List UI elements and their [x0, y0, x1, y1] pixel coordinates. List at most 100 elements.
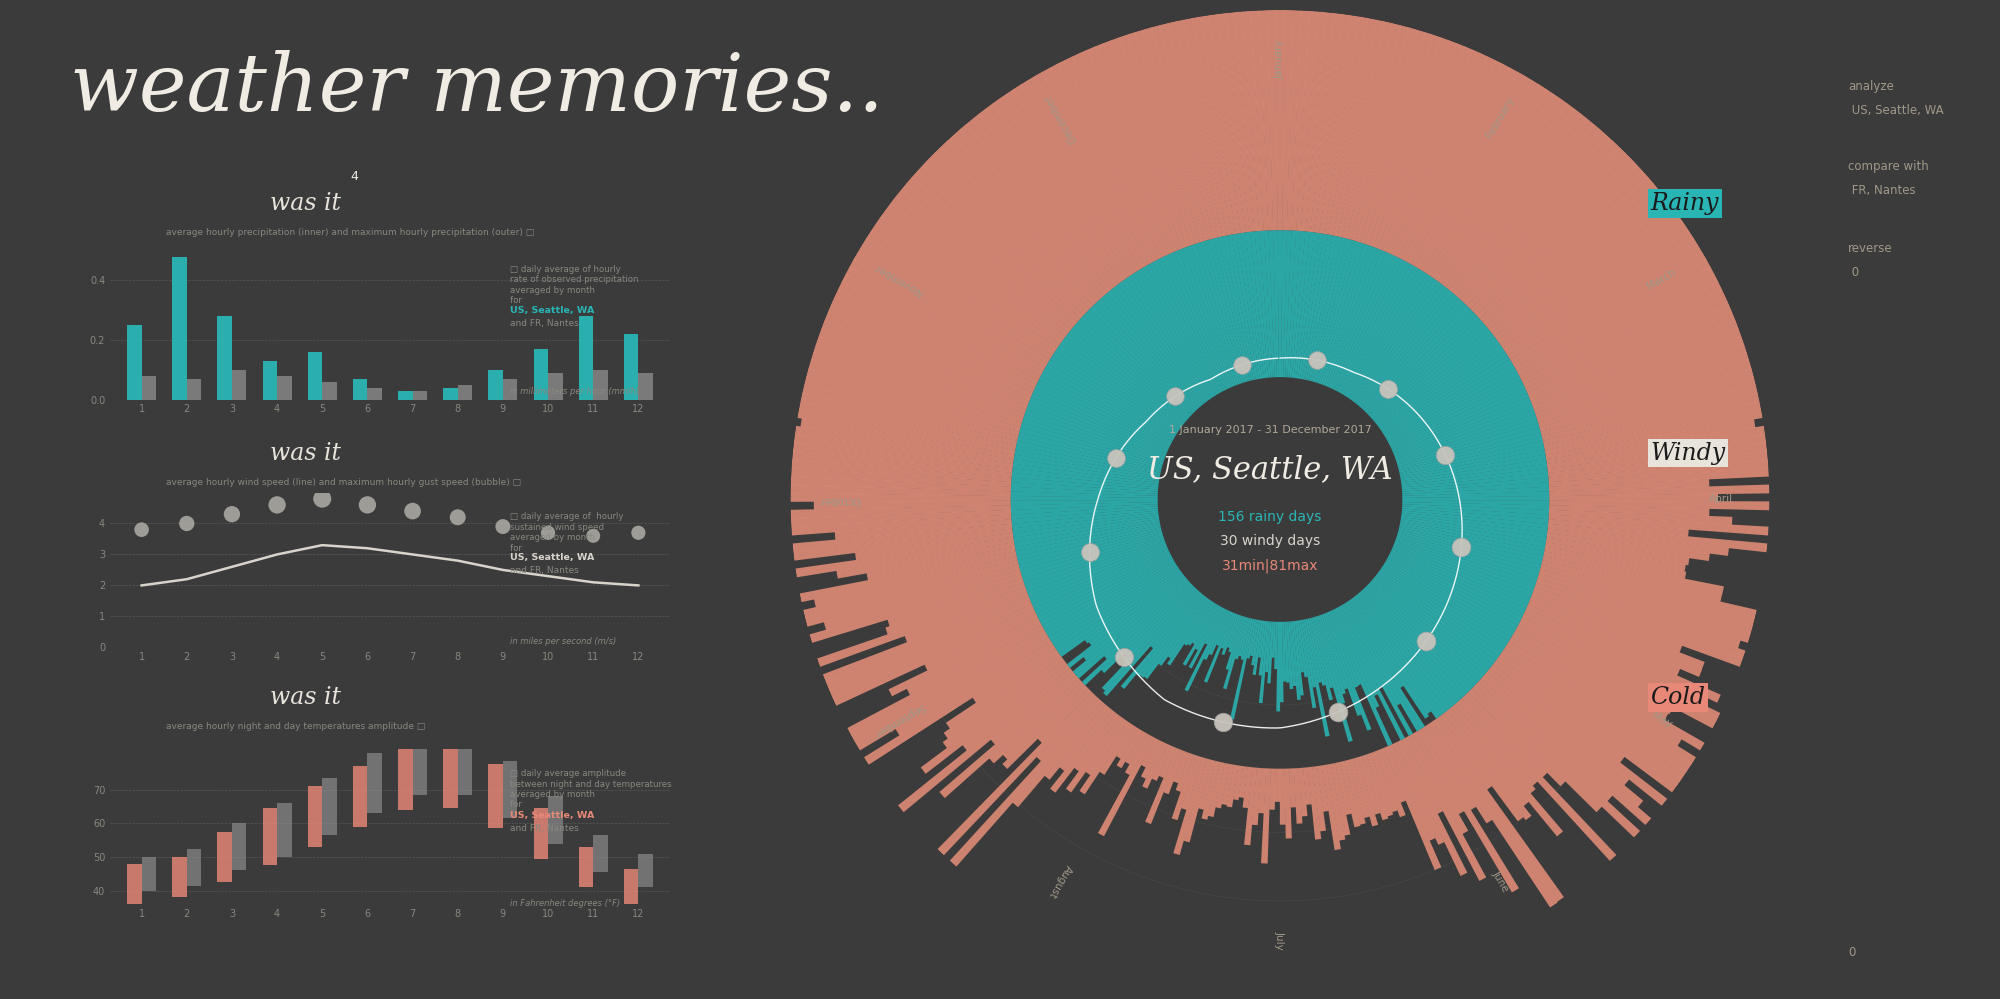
Bar [1478, 678, 1612, 801]
Bar [1368, 584, 1474, 688]
Bar [1482, 675, 1652, 825]
Bar [1102, 588, 1198, 691]
Bar [796, 537, 1014, 577]
Bar [816, 336, 1026, 415]
Bar [1052, 564, 1178, 645]
Bar [1360, 591, 1458, 704]
Bar [1046, 560, 1174, 637]
Text: January: January [1276, 39, 1284, 79]
Bar [1232, 234, 1260, 380]
Bar [1540, 564, 1754, 626]
Bar [1002, 682, 1086, 759]
Bar [1542, 560, 1756, 618]
Bar [1016, 446, 1160, 478]
Bar [1012, 464, 1158, 486]
Text: □ daily average amplitude
between night and day temperatures
averaged by month
f: □ daily average amplitude between night … [510, 769, 672, 809]
Bar [946, 135, 1100, 303]
Bar [1336, 260, 1406, 392]
Bar [1336, 607, 1382, 688]
Bar [1020, 80, 1142, 272]
Bar [1528, 313, 1736, 402]
Bar [1546, 542, 1686, 571]
Bar [864, 641, 1054, 765]
Bar [1286, 621, 1294, 689]
Bar [1524, 608, 1720, 702]
Bar [1032, 393, 1168, 453]
Bar [1402, 482, 1548, 494]
Bar [792, 523, 1012, 552]
Bar [1372, 322, 1486, 421]
Bar [1102, 584, 1192, 673]
Text: was it: was it [270, 686, 348, 709]
Bar [1308, 618, 1326, 685]
Bar [1338, 21, 1392, 238]
Text: □ daily average of hourly
rate of observed precipitation
averaged by month
for: □ daily average of hourly rate of observ… [510, 265, 638, 305]
Bar [1146, 748, 1180, 824]
Bar [1426, 89, 1554, 277]
Bar [1402, 512, 1548, 533]
Bar [1098, 736, 1156, 836]
Bar [1358, 592, 1454, 707]
Bar [1168, 599, 1210, 658]
Bar [1378, 43, 1466, 251]
Bar [1024, 537, 1164, 587]
Bar [1172, 754, 1198, 820]
Point [1372, 381, 1404, 397]
Text: Cold: Cold [1650, 686, 1706, 709]
Bar [834, 519, 1012, 540]
Bar [794, 528, 1012, 560]
Bar [1014, 518, 1160, 546]
Bar [1094, 303, 1196, 412]
Bar [1324, 613, 1372, 730]
Bar [798, 410, 1016, 455]
Bar [1192, 244, 1242, 384]
Bar [986, 103, 1122, 285]
Bar [488, 764, 502, 828]
Bar [1500, 217, 1684, 348]
Bar [934, 147, 1094, 309]
Text: was it: was it [270, 192, 348, 215]
Text: US, Seattle, WA: US, Seattle, WA [510, 306, 594, 315]
Bar [1368, 312, 1476, 416]
Bar [1382, 564, 1508, 645]
Bar [1350, 279, 1438, 401]
Bar [1258, 621, 1270, 703]
Bar [1086, 309, 1194, 415]
Bar [1348, 758, 1370, 818]
Bar [1342, 23, 1402, 239]
Bar [1284, 768, 1292, 838]
Bar [1076, 579, 1188, 678]
Bar [1364, 587, 1468, 695]
Bar [1548, 443, 1768, 473]
Bar [1280, 768, 1286, 825]
Bar [1284, 621, 1290, 682]
Bar [1548, 460, 1768, 483]
Bar [1536, 352, 1750, 423]
Bar [1512, 252, 1706, 368]
Bar [262, 361, 278, 400]
Bar [1526, 305, 1732, 397]
Bar [1422, 85, 1548, 274]
Bar [1430, 94, 1562, 279]
Text: and FR, Nantes: and FR, Nantes [510, 566, 578, 575]
Bar [826, 600, 1032, 690]
Bar [142, 376, 156, 400]
Bar [1238, 766, 1248, 798]
Bar [1532, 591, 1682, 652]
Bar [1234, 617, 1248, 659]
Bar [142, 857, 156, 891]
Bar [1358, 756, 1380, 814]
Bar [1002, 685, 1088, 769]
Bar [578, 847, 594, 887]
Bar [1142, 27, 1210, 241]
Bar [1082, 582, 1192, 685]
Bar [794, 426, 1014, 464]
Bar [1388, 556, 1518, 629]
Bar [1110, 37, 1192, 247]
Bar [1158, 23, 1218, 239]
Bar [790, 485, 1010, 497]
Bar [1398, 437, 1542, 473]
Bar [1486, 184, 1660, 330]
Bar [1334, 608, 1404, 740]
Bar [810, 573, 1022, 643]
